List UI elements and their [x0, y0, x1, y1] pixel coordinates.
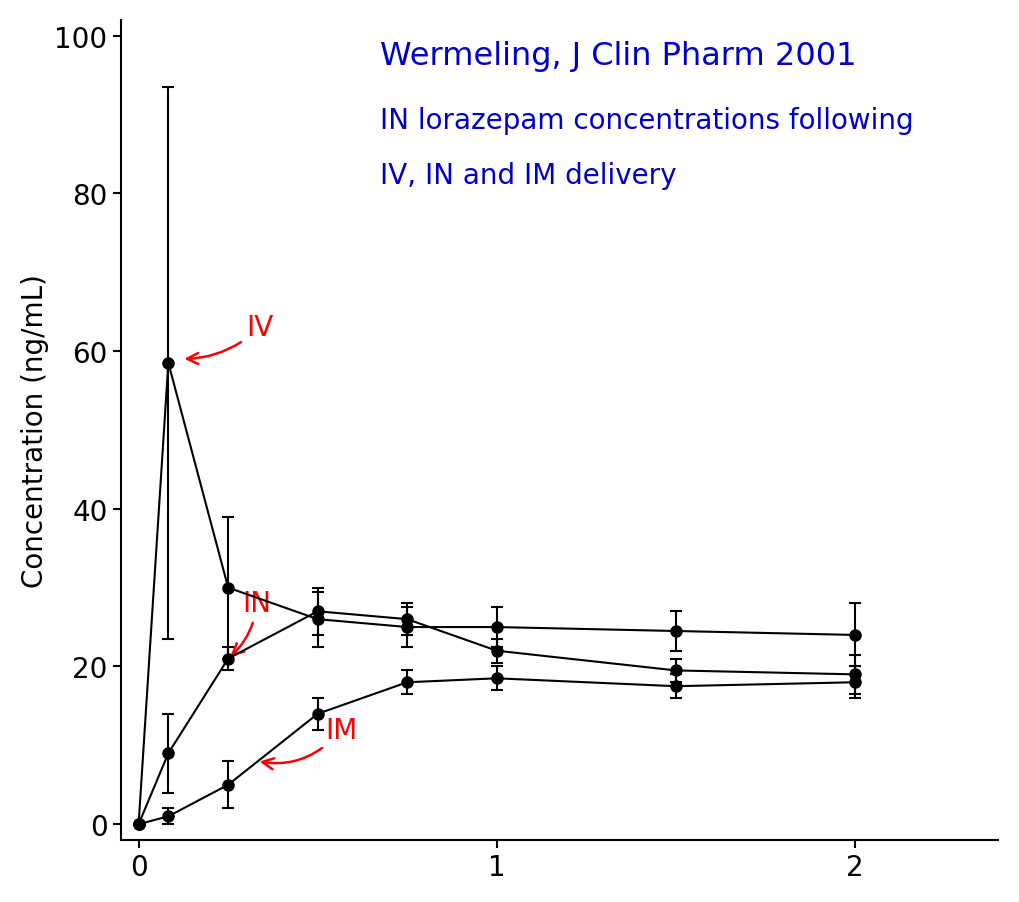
Text: IM: IM	[262, 716, 357, 769]
Text: IN lorazepam concentrations following: IN lorazepam concentrations following	[379, 106, 913, 134]
Text: Wermeling, J Clin Pharm 2001: Wermeling, J Clin Pharm 2001	[379, 41, 856, 72]
Text: IV: IV	[187, 314, 273, 364]
Text: IV, IN and IM delivery: IV, IN and IM delivery	[379, 161, 676, 189]
Text: IN: IN	[232, 590, 271, 655]
Y-axis label: Concentration (ng/mL): Concentration (ng/mL)	[20, 273, 49, 587]
